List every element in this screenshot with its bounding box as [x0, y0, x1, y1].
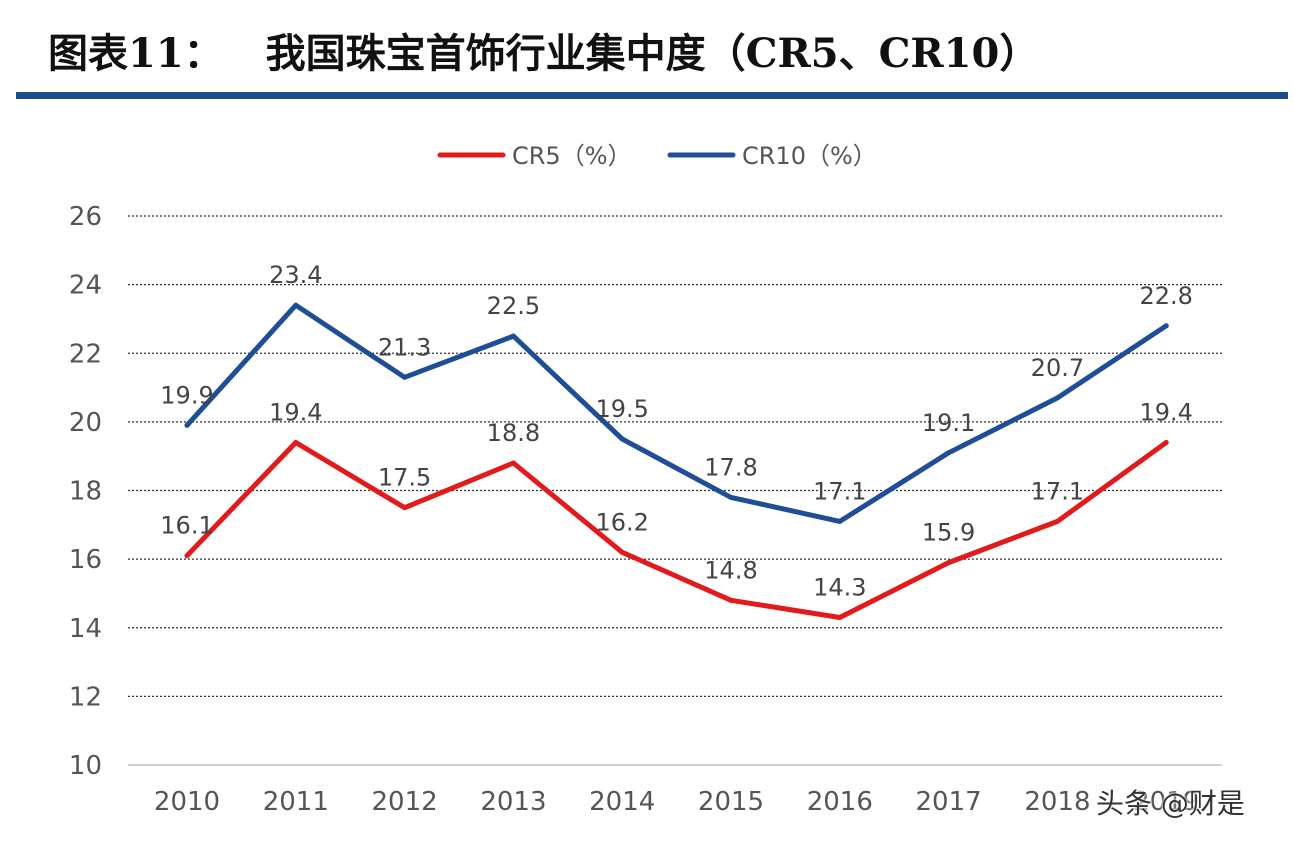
x-tick-label: 2012 — [372, 787, 438, 817]
data-label: 18.8 — [487, 419, 540, 447]
data-point — [293, 439, 299, 445]
data-label: 15.9 — [922, 519, 975, 547]
y-tick-label: 18 — [69, 477, 102, 507]
data-label: 19.4 — [1139, 398, 1192, 426]
data-point — [402, 374, 408, 380]
data-point — [946, 560, 952, 566]
x-tick-label: 2019 — [1133, 787, 1199, 817]
data-point — [837, 614, 843, 620]
x-tick-label: 2011 — [263, 787, 329, 817]
data-point — [402, 505, 408, 511]
data-point — [1054, 518, 1060, 524]
data-point — [1163, 323, 1169, 329]
data-point — [1163, 439, 1169, 445]
data-label: 19.4 — [269, 398, 322, 426]
data-label: 21.3 — [378, 333, 431, 361]
x-tick-label: 2014 — [589, 787, 655, 817]
legend-label: CR5（%） — [512, 142, 632, 170]
data-point — [837, 518, 843, 524]
data-point — [728, 597, 734, 603]
data-label: 19.5 — [595, 395, 648, 423]
data-point — [619, 436, 625, 442]
x-tick-label: 2018 — [1024, 787, 1090, 817]
data-label: 23.4 — [269, 261, 322, 289]
data-point — [184, 422, 190, 428]
series-line — [184, 440, 1169, 620]
data-point — [293, 302, 299, 308]
figure-label: 图表11： — [48, 30, 224, 77]
data-point — [510, 460, 516, 466]
y-tick-label: 10 — [69, 751, 102, 781]
data-label: 14.3 — [813, 573, 866, 601]
figure-title: 我国珠宝首饰行业集中度（CR5、CR10） — [265, 30, 1040, 77]
chart-title: 图表11： 我国珠宝首饰行业集中度（CR5、CR10） — [48, 22, 1039, 86]
x-tick-label: 2010 — [154, 787, 220, 817]
data-label: 19.9 — [160, 381, 213, 409]
data-point — [1054, 395, 1060, 401]
y-tick-label: 24 — [69, 271, 102, 301]
data-label: 19.1 — [922, 409, 975, 437]
title-underline — [16, 92, 1288, 99]
data-point — [619, 549, 625, 555]
data-label: 22.8 — [1139, 282, 1192, 310]
y-tick-label: 20 — [69, 408, 102, 438]
y-tick-label: 12 — [69, 682, 102, 712]
data-label: 22.5 — [487, 292, 540, 320]
data-label: 14.8 — [704, 556, 757, 584]
x-tick-label: 2015 — [698, 787, 764, 817]
data-point — [184, 553, 190, 559]
data-label: 20.7 — [1031, 354, 1084, 382]
y-tick-label: 16 — [69, 545, 102, 575]
data-label: 17.1 — [813, 477, 866, 505]
data-label: 17.5 — [378, 464, 431, 492]
y-tick-label: 22 — [69, 339, 102, 369]
data-label: 17.1 — [1031, 477, 1084, 505]
y-tick-label: 26 — [69, 202, 102, 232]
data-label: 17.8 — [704, 453, 757, 481]
data-point — [510, 333, 516, 339]
x-tick-label: 2017 — [916, 787, 982, 817]
data-label: 16.2 — [595, 508, 648, 536]
series-line — [184, 302, 1169, 524]
x-tick-label: 2016 — [807, 787, 873, 817]
data-label: 16.1 — [160, 512, 213, 540]
data-point — [728, 494, 734, 500]
legend-label: CR10（%） — [742, 142, 877, 170]
watermark: 头条 @财是 — [1096, 787, 1245, 820]
data-point — [946, 450, 952, 456]
y-tick-label: 14 — [69, 614, 102, 644]
x-tick-label: 2013 — [480, 787, 546, 817]
